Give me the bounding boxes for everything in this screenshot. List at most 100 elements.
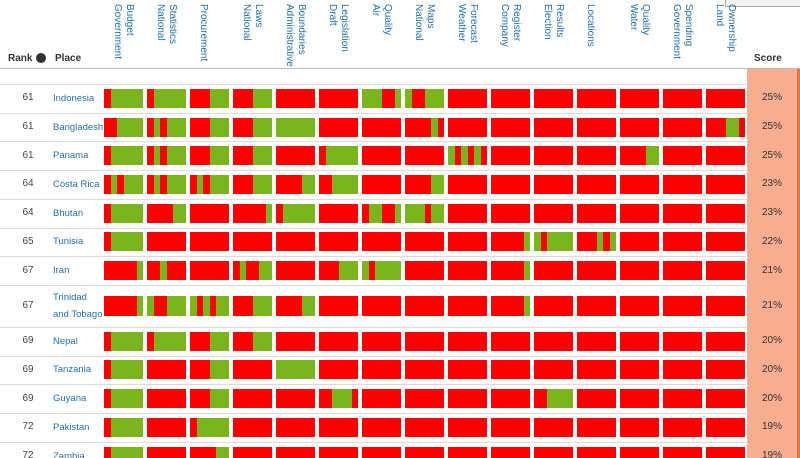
place-link[interactable]: Indonesia bbox=[53, 92, 95, 104]
dataset-bar[interactable] bbox=[620, 117, 660, 137]
dataset-bar[interactable] bbox=[233, 417, 273, 437]
dataset-bar[interactable] bbox=[147, 389, 187, 409]
dataset-bar[interactable] bbox=[362, 389, 402, 409]
dataset-bar[interactable] bbox=[405, 360, 445, 380]
dataset-bar[interactable] bbox=[620, 232, 660, 252]
place-link[interactable]: Tanzania bbox=[53, 364, 92, 376]
dataset-header[interactable]: Locations bbox=[584, 4, 596, 66]
dataset-bar[interactable] bbox=[319, 295, 359, 316]
dataset-bar[interactable] bbox=[319, 203, 359, 223]
dataset-bar[interactable] bbox=[319, 360, 359, 380]
dataset-bar[interactable] bbox=[104, 203, 144, 223]
dataset-bar[interactable] bbox=[663, 331, 703, 351]
dataset-bar[interactable] bbox=[104, 331, 144, 351]
dataset-bar[interactable] bbox=[663, 446, 703, 458]
dataset-bar[interactable] bbox=[362, 88, 402, 108]
rank-header[interactable]: Rank bbox=[8, 53, 33, 64]
dataset-bar[interactable] bbox=[319, 88, 359, 108]
dataset-bar[interactable] bbox=[362, 203, 402, 223]
dataset-bar[interactable] bbox=[620, 295, 660, 316]
dataset-bar[interactable] bbox=[147, 295, 187, 316]
dataset-bar[interactable] bbox=[534, 417, 574, 437]
dataset-bar[interactable] bbox=[706, 360, 746, 380]
place-link[interactable]: Nepal bbox=[53, 335, 78, 347]
dataset-bar[interactable] bbox=[491, 389, 531, 409]
dataset-bar[interactable] bbox=[534, 446, 574, 458]
dataset-bar[interactable] bbox=[706, 88, 746, 108]
dataset-bar[interactable] bbox=[405, 295, 445, 316]
dataset-bar[interactable] bbox=[190, 203, 230, 223]
dataset-bar[interactable] bbox=[577, 389, 617, 409]
dataset-bar[interactable] bbox=[405, 174, 445, 194]
place-link[interactable]: Iran bbox=[53, 265, 70, 277]
dataset-bar[interactable] bbox=[276, 261, 316, 281]
place-link[interactable]: Panama bbox=[53, 150, 89, 162]
dataset-header[interactable]: Election Results bbox=[541, 4, 565, 66]
dataset-bar[interactable] bbox=[147, 146, 187, 166]
dataset-bar[interactable] bbox=[190, 174, 230, 194]
dataset-bar[interactable] bbox=[147, 360, 187, 380]
dataset-bar[interactable] bbox=[620, 417, 660, 437]
dataset-bar[interactable] bbox=[319, 417, 359, 437]
dataset-bar[interactable] bbox=[362, 146, 402, 166]
dataset-bar[interactable] bbox=[491, 417, 531, 437]
dataset-bar[interactable] bbox=[190, 88, 230, 108]
dataset-bar[interactable] bbox=[663, 146, 703, 166]
dataset-bar[interactable] bbox=[276, 295, 316, 316]
dataset-bar[interactable] bbox=[491, 261, 531, 281]
dataset-bar[interactable] bbox=[276, 360, 316, 380]
dataset-bar[interactable] bbox=[362, 261, 402, 281]
dataset-bar[interactable] bbox=[405, 117, 445, 137]
dataset-bar[interactable] bbox=[577, 117, 617, 137]
dataset-bar[interactable] bbox=[319, 331, 359, 351]
dataset-bar[interactable] bbox=[620, 88, 660, 108]
dataset-bar[interactable] bbox=[534, 88, 574, 108]
dataset-bar[interactable] bbox=[405, 261, 445, 281]
dataset-bar[interactable] bbox=[534, 174, 574, 194]
dataset-bar[interactable] bbox=[233, 232, 273, 252]
dataset-bar[interactable] bbox=[448, 146, 488, 166]
dataset-bar[interactable] bbox=[620, 261, 660, 281]
dataset-bar[interactable] bbox=[362, 417, 402, 437]
dataset-bar[interactable] bbox=[362, 360, 402, 380]
place-link[interactable]: Zambia bbox=[53, 450, 85, 458]
dataset-bar[interactable] bbox=[276, 417, 316, 437]
dataset-header[interactable]: Administrative Boundaries bbox=[283, 4, 307, 67]
dataset-bar[interactable] bbox=[706, 146, 746, 166]
dataset-bar[interactable] bbox=[706, 331, 746, 351]
dataset-bar[interactable] bbox=[276, 232, 316, 252]
dataset-bar[interactable] bbox=[405, 232, 445, 252]
dataset-bar[interactable] bbox=[620, 389, 660, 409]
dataset-bar[interactable] bbox=[104, 417, 144, 437]
dataset-bar[interactable] bbox=[448, 117, 488, 137]
dataset-bar[interactable] bbox=[663, 261, 703, 281]
dataset-bar[interactable] bbox=[577, 232, 617, 252]
dataset-bar[interactable] bbox=[147, 417, 187, 437]
place-link[interactable]: Trinidad and Tobago bbox=[53, 291, 103, 320]
dataset-bar[interactable] bbox=[233, 446, 273, 458]
dataset-bar[interactable] bbox=[448, 174, 488, 194]
dataset-bar[interactable] bbox=[147, 232, 187, 252]
dataset-bar[interactable] bbox=[663, 417, 703, 437]
dataset-bar[interactable] bbox=[534, 146, 574, 166]
dataset-bar[interactable] bbox=[190, 417, 230, 437]
dataset-header[interactable]: Government Budget bbox=[111, 4, 135, 66]
dataset-bar[interactable] bbox=[104, 446, 144, 458]
dataset-bar[interactable] bbox=[104, 232, 144, 252]
dataset-bar[interactable] bbox=[104, 88, 144, 108]
dataset-bar[interactable] bbox=[147, 331, 187, 351]
dataset-bar[interactable] bbox=[190, 261, 230, 281]
dataset-bar[interactable] bbox=[190, 146, 230, 166]
dataset-bar[interactable] bbox=[405, 331, 445, 351]
dataset-bar[interactable] bbox=[577, 295, 617, 316]
dataset-bar[interactable] bbox=[362, 174, 402, 194]
dataset-bar[interactable] bbox=[534, 203, 574, 223]
dataset-bar[interactable] bbox=[362, 331, 402, 351]
dataset-bar[interactable] bbox=[620, 203, 660, 223]
dataset-header[interactable]: Water Quality bbox=[627, 4, 651, 66]
dataset-bar[interactable] bbox=[147, 174, 187, 194]
dataset-bar[interactable] bbox=[362, 117, 402, 137]
dataset-bar[interactable] bbox=[276, 117, 316, 137]
dataset-bar[interactable] bbox=[104, 295, 144, 316]
dataset-bar[interactable] bbox=[448, 446, 488, 458]
